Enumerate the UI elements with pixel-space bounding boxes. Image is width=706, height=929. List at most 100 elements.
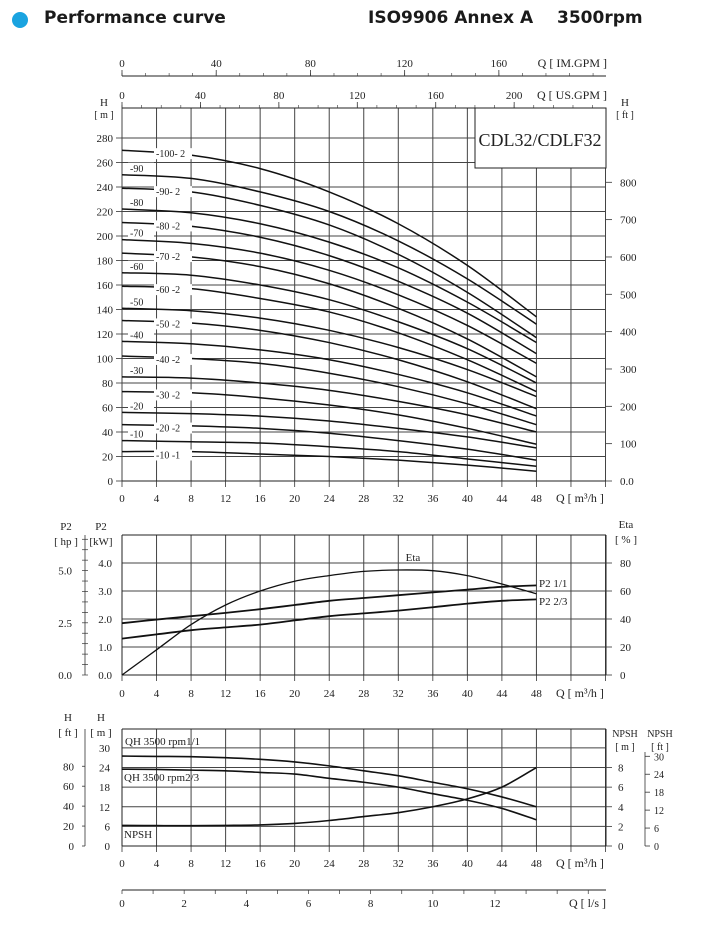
curve-label: -60 — [130, 262, 143, 273]
kw-tick-label: 1.0 — [98, 642, 112, 654]
curve-label: -50 — [130, 297, 143, 308]
x-tick-label: 32 — [393, 858, 404, 870]
hp-axis-title: P2 — [60, 521, 72, 533]
y2-tick-label: 600 — [620, 252, 637, 264]
y2-axis-title: H — [621, 97, 629, 109]
x-tick-label: 44 — [496, 688, 508, 700]
y-tick-label: 200 — [97, 231, 114, 243]
npsh-ft-tick-label: 6 — [654, 824, 659, 835]
x-tick-label: 16 — [255, 688, 267, 700]
x-tick-label: 24 — [324, 493, 336, 505]
pump-curve — [121, 238, 537, 365]
npsh-m-tick-label: 2 — [618, 821, 624, 833]
curve-label-bg — [154, 251, 192, 263]
model-box — [474, 107, 607, 169]
top-axis-tick-label: 0 — [119, 58, 125, 70]
y2-tick-label: 800 — [620, 177, 637, 189]
x-tick-label: 16 — [255, 493, 267, 505]
x-tick-label: 40 — [462, 493, 474, 505]
h-ft-tick-label: 0 — [69, 841, 75, 853]
curve-label: -100- 2 — [156, 149, 185, 160]
curve-label-bg — [154, 389, 192, 401]
eta-tick-label: 0 — [620, 670, 626, 682]
pump-curve — [121, 208, 537, 344]
x-tick-label: 48 — [531, 688, 543, 700]
eta-tick-label: 40 — [620, 614, 632, 626]
p2-partial-curve-label: P2 2/3 — [539, 596, 568, 608]
kw-axis-title: P2 — [95, 521, 107, 533]
x-tick-label: 44 — [496, 858, 508, 870]
curve-label: -70 — [130, 229, 143, 240]
curve-label-bg — [154, 148, 192, 160]
curve-label-bg — [128, 364, 154, 376]
pump-curve — [121, 439, 537, 468]
ls-axis-title: Q [ l/s ] — [569, 896, 606, 910]
curve-label: -50 -2 — [156, 319, 180, 330]
top-axis-tick-label: 80 — [305, 58, 317, 70]
y-tick-label: 120 — [97, 329, 114, 341]
y2-tick-label: 100 — [620, 439, 637, 451]
npsh-ft-tick-label: 24 — [654, 770, 664, 781]
curve-label: -30 — [130, 366, 143, 377]
page-title: Performance curve — [44, 8, 226, 28]
y-tick-label: 100 — [97, 354, 114, 366]
npsh-label: NPSH — [124, 829, 152, 841]
x-tick-label: 48 — [531, 493, 543, 505]
curve-label: -10 -1 — [156, 451, 180, 462]
y-tick-label: 180 — [97, 256, 114, 268]
curve-label-bg — [154, 353, 192, 365]
y2-tick-label: 300 — [620, 364, 637, 376]
h-m-tick-label: 24 — [99, 763, 111, 775]
x-tick-label: 8 — [188, 688, 194, 700]
x-tick-label: 20 — [289, 493, 301, 505]
x-tick-label: 4 — [154, 493, 160, 505]
npsh-curve — [121, 766, 537, 827]
h-m-axis-title: H — [97, 712, 105, 724]
top-axis-tick-label: 40 — [195, 90, 207, 102]
curve-label-bg — [128, 197, 154, 209]
curve-label: -80 -2 — [156, 221, 180, 232]
hp-tick-label: 0.0 — [58, 670, 72, 682]
curve-label-bg — [154, 220, 192, 232]
eta-tick-label: 60 — [620, 586, 632, 598]
curve-label: -20 -2 — [156, 424, 180, 435]
x-tick-label: 16 — [255, 858, 267, 870]
ls-tick-label: 2 — [181, 898, 187, 910]
y-tick-label: 140 — [97, 305, 114, 317]
h-ft-axis-unit: [ ft ] — [58, 727, 78, 739]
x-tick-label: 0 — [119, 493, 125, 505]
pump-curve — [121, 174, 537, 325]
h-ft-axis-title: H — [64, 712, 72, 724]
qh-full-label: QH 3500 rpm1/1 — [125, 736, 200, 748]
npsh-ft-axis-unit: [ ft ] — [651, 742, 669, 753]
x-axis-title: Q [ m³/h ] — [556, 856, 604, 870]
eta-curve-label: Eta — [406, 552, 421, 564]
qh-partial-label: QH 3500 rpm2/3 — [124, 772, 200, 784]
x-tick-label: 12 — [220, 688, 231, 700]
curve-label-bg — [128, 162, 154, 174]
y2-tick-label: 400 — [620, 327, 637, 339]
h-m-tick-label: 12 — [99, 802, 110, 814]
ls-tick-label: 4 — [244, 898, 250, 910]
curve-label: -90- 2 — [156, 187, 180, 198]
x-tick-label: 0 — [119, 858, 125, 870]
h-ft-tick-label: 60 — [63, 781, 75, 793]
top-axis-tick-label: 80 — [273, 90, 285, 102]
x-axis-title: Q [ m³/h ] — [556, 686, 604, 700]
x-tick-label: 4 — [154, 688, 160, 700]
ls-tick-label: 12 — [489, 898, 500, 910]
x-tick-label: 12 — [220, 858, 231, 870]
qh-curve — [121, 768, 537, 821]
x-tick-label: 20 — [289, 858, 301, 870]
ls-tick-label: 10 — [427, 898, 439, 910]
y-axis-title: H — [100, 97, 108, 109]
x-tick-label: 24 — [324, 858, 336, 870]
h-m-axis-unit: [ m ] — [90, 727, 111, 739]
x-tick-label: 0 — [119, 688, 125, 700]
npsh-m-axis-title: NPSH — [612, 729, 638, 740]
x-tick-label: 32 — [393, 688, 404, 700]
kw-tick-label: 0.0 — [98, 670, 112, 682]
npsh-m-tick-label: 4 — [618, 802, 624, 814]
curve-label-bg — [128, 329, 154, 341]
